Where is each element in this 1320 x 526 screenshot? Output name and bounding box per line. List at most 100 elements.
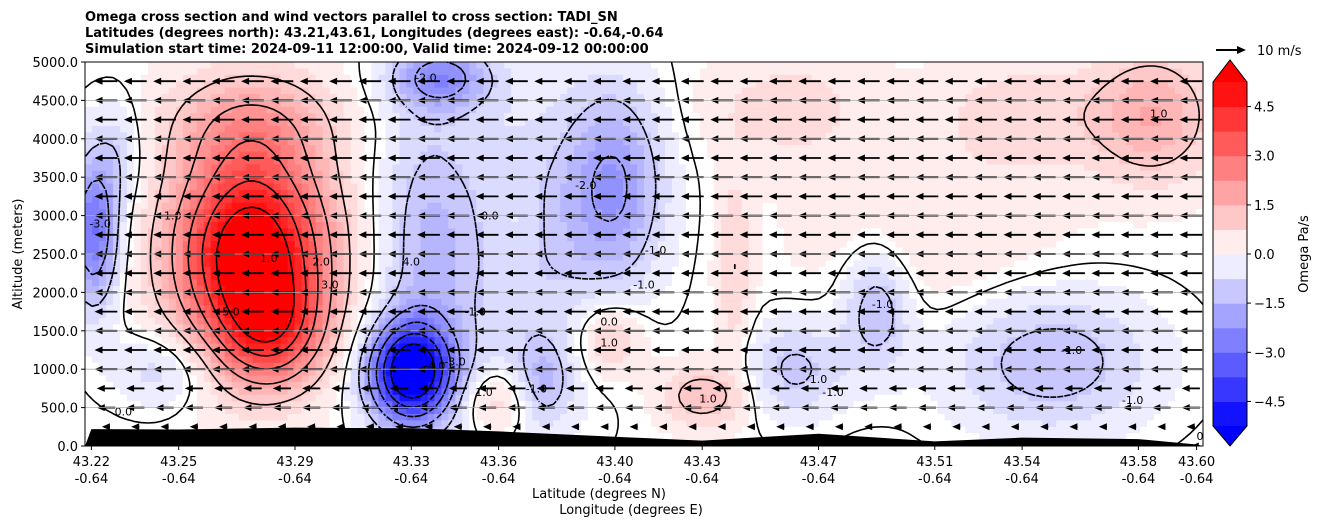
omega-cell — [371, 113, 380, 121]
omega-cell — [909, 145, 918, 153]
omega-cell — [1035, 247, 1043, 255]
omega-cell — [441, 234, 449, 242]
omega-cell — [546, 209, 554, 217]
omega-cell — [252, 119, 261, 127]
omega-cell — [434, 234, 442, 242]
omega-cell — [741, 68, 750, 76]
omega-cell — [1007, 126, 1015, 133]
omega-cell — [147, 106, 156, 114]
omega-cell — [441, 177, 449, 185]
omega-cell — [762, 106, 771, 114]
omega-cell — [85, 177, 93, 185]
omega-cell — [553, 62, 561, 69]
omega-cell — [616, 222, 624, 229]
omega-cell — [783, 62, 792, 69]
omega-cell — [343, 190, 352, 197]
omega-cell — [699, 234, 708, 242]
omega-cell — [1154, 196, 1162, 204]
omega-cell — [916, 234, 925, 242]
omega-cell — [881, 151, 890, 159]
omega-cell — [203, 177, 212, 185]
omega-cell — [1140, 170, 1148, 178]
omega-cell — [1182, 190, 1190, 197]
omega-cell — [602, 113, 610, 121]
omega-cell — [567, 241, 575, 249]
omega-cell — [203, 164, 212, 172]
omega-cell — [154, 190, 163, 197]
omega-cell — [420, 202, 428, 210]
omega-cell — [1063, 164, 1071, 172]
omega-cell — [720, 241, 729, 249]
omega-cell — [602, 68, 610, 76]
omega-cell — [469, 132, 477, 140]
omega-cell — [462, 132, 470, 140]
omega-cell — [595, 183, 603, 191]
omega-cell — [413, 100, 421, 108]
omega-cell — [385, 222, 394, 229]
omega-cell — [979, 183, 987, 191]
omega-cell — [189, 87, 198, 95]
omega-cell — [1098, 196, 1106, 204]
omega-cell — [818, 183, 827, 191]
omega-cell — [539, 138, 547, 146]
omega-cell — [189, 190, 198, 197]
omega-cell — [630, 74, 638, 82]
omega-cell — [923, 145, 932, 153]
omega-cell — [595, 222, 603, 229]
omega-cell — [1154, 164, 1162, 172]
omega-cell — [881, 74, 890, 82]
omega-cell — [1014, 151, 1022, 159]
omega-cell — [937, 241, 946, 249]
omega-cell — [986, 247, 994, 255]
omega-cell — [965, 106, 974, 114]
omega-cell — [916, 190, 925, 197]
omega-cell — [245, 215, 254, 223]
omega-cell — [1042, 183, 1050, 191]
omega-cell — [553, 68, 561, 76]
omega-cell — [630, 62, 638, 69]
omega-cell — [1021, 215, 1029, 223]
omega-cell — [846, 87, 855, 95]
omega-cell — [1049, 247, 1057, 255]
omega-cell — [329, 126, 338, 133]
omega-cell — [657, 87, 666, 95]
omega-cell — [140, 113, 149, 121]
omega-cell — [1063, 254, 1071, 261]
omega-cell — [182, 68, 191, 76]
omega-cell — [623, 234, 631, 242]
omega-cell — [832, 62, 841, 69]
omega-cell — [518, 138, 526, 146]
omega-cell — [357, 100, 366, 108]
omega-cell — [671, 215, 680, 223]
omega-cell — [273, 234, 282, 242]
omega-cell — [874, 234, 883, 242]
omega-cell — [650, 106, 659, 114]
omega-cell — [678, 87, 687, 95]
omega-cell — [888, 100, 897, 108]
omega-cell — [91, 170, 100, 178]
omega-cell — [1189, 126, 1197, 133]
omega-cell — [301, 74, 310, 82]
omega-cell — [147, 215, 156, 223]
omega-cell — [1063, 100, 1071, 108]
omega-cell — [469, 222, 477, 229]
omega-cell — [1063, 126, 1071, 133]
omega-cell — [385, 209, 394, 217]
omega-cell — [979, 234, 987, 242]
omega-cell — [1119, 119, 1127, 127]
omega-cell — [650, 215, 659, 223]
omega-cell — [98, 190, 107, 197]
omega-cell — [567, 158, 575, 165]
omega-cell — [182, 145, 191, 153]
omega-cell — [224, 170, 233, 178]
omega-cell — [518, 170, 526, 178]
omega-cell — [1056, 190, 1064, 197]
omega-cell — [294, 138, 303, 146]
omega-cell — [1175, 158, 1183, 165]
omega-cell — [133, 132, 142, 140]
omega-cell — [699, 241, 708, 249]
omega-cell — [930, 215, 939, 223]
omega-cell — [196, 254, 205, 261]
omega-cell — [930, 74, 939, 82]
omega-cell — [140, 170, 149, 178]
